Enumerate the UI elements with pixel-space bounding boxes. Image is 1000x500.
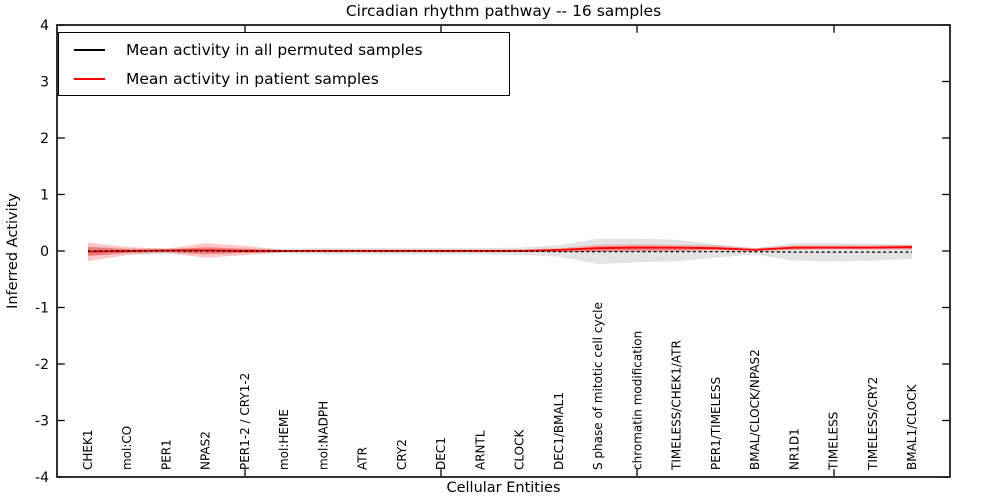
legend: Mean activity in all permuted samples Me… <box>58 32 510 96</box>
x-tick-label: TIMELESS/CRY2 <box>866 377 880 471</box>
y-tick-label: 2 <box>40 131 49 147</box>
x-tick-label: BMAL/CLOCK/NPAS2 <box>748 349 762 470</box>
x-tick-label: TIMELESS/CHEK1/ATR <box>670 340 684 471</box>
y-tick-label: -2 <box>35 357 49 373</box>
y-axis-label: Inferred Activity <box>5 193 21 309</box>
chart-title: Circadian rhythm pathway -- 16 samples <box>345 2 662 20</box>
x-tick-label: chromatin modification <box>630 331 644 470</box>
plot-frame <box>56 24 951 478</box>
y-tick-label: -4 <box>35 470 49 486</box>
mean-line-permuted <box>88 250 912 253</box>
x-tick-label: ATR <box>356 447 370 470</box>
legend-entry-permuted: Mean activity in all permuted samples <box>59 38 509 62</box>
x-axis-label: Cellular Entities <box>446 480 561 496</box>
x-tick-label: BMAL1/CLOCK <box>905 383 919 470</box>
legend-label-patient: Mean activity in patient samples <box>126 69 379 88</box>
legend-label-permuted: Mean activity in all permuted samples <box>126 40 423 59</box>
x-tick-label: PER1-2 / CRY1-2 <box>238 373 252 470</box>
x-tick-label: DEC1/BMAL1 <box>552 392 566 470</box>
x-tick-label: mol:HEME <box>277 409 291 470</box>
x-tick-label: S phase of mitotic cell cycle <box>591 302 605 470</box>
y-tick-label: 0 <box>40 244 49 260</box>
x-tick-label: ARNTL <box>473 430 487 470</box>
y-tick-label: 3 <box>40 75 49 91</box>
y-tick-label: 4 <box>40 18 49 34</box>
x-tick-label: PER1/TIMELESS <box>709 377 723 470</box>
x-tick-label: PER1 <box>159 439 173 470</box>
x-tick-label: CRY2 <box>395 439 409 470</box>
y-tick-label: 1 <box>40 188 49 204</box>
x-tick-label: NR1D1 <box>787 428 801 470</box>
x-tick-label: TIMELESS <box>827 412 841 471</box>
patient-line-swatch <box>74 77 105 80</box>
legend-entry-patient: Mean activity in patient samples <box>59 67 509 91</box>
x-tick-label: mol:NADPH <box>316 401 330 470</box>
y-tick-label: -1 <box>35 301 49 317</box>
x-tick-label: mol:CO <box>120 426 134 470</box>
x-tick-label: CLOCK <box>513 429 527 470</box>
x-tick-label: DEC1 <box>434 437 448 470</box>
x-tick-label: CHEK1 <box>81 430 95 471</box>
y-tick-label: -3 <box>35 414 49 430</box>
permuted-line-swatch <box>74 48 105 51</box>
x-tick-label: NPAS2 <box>199 431 213 470</box>
